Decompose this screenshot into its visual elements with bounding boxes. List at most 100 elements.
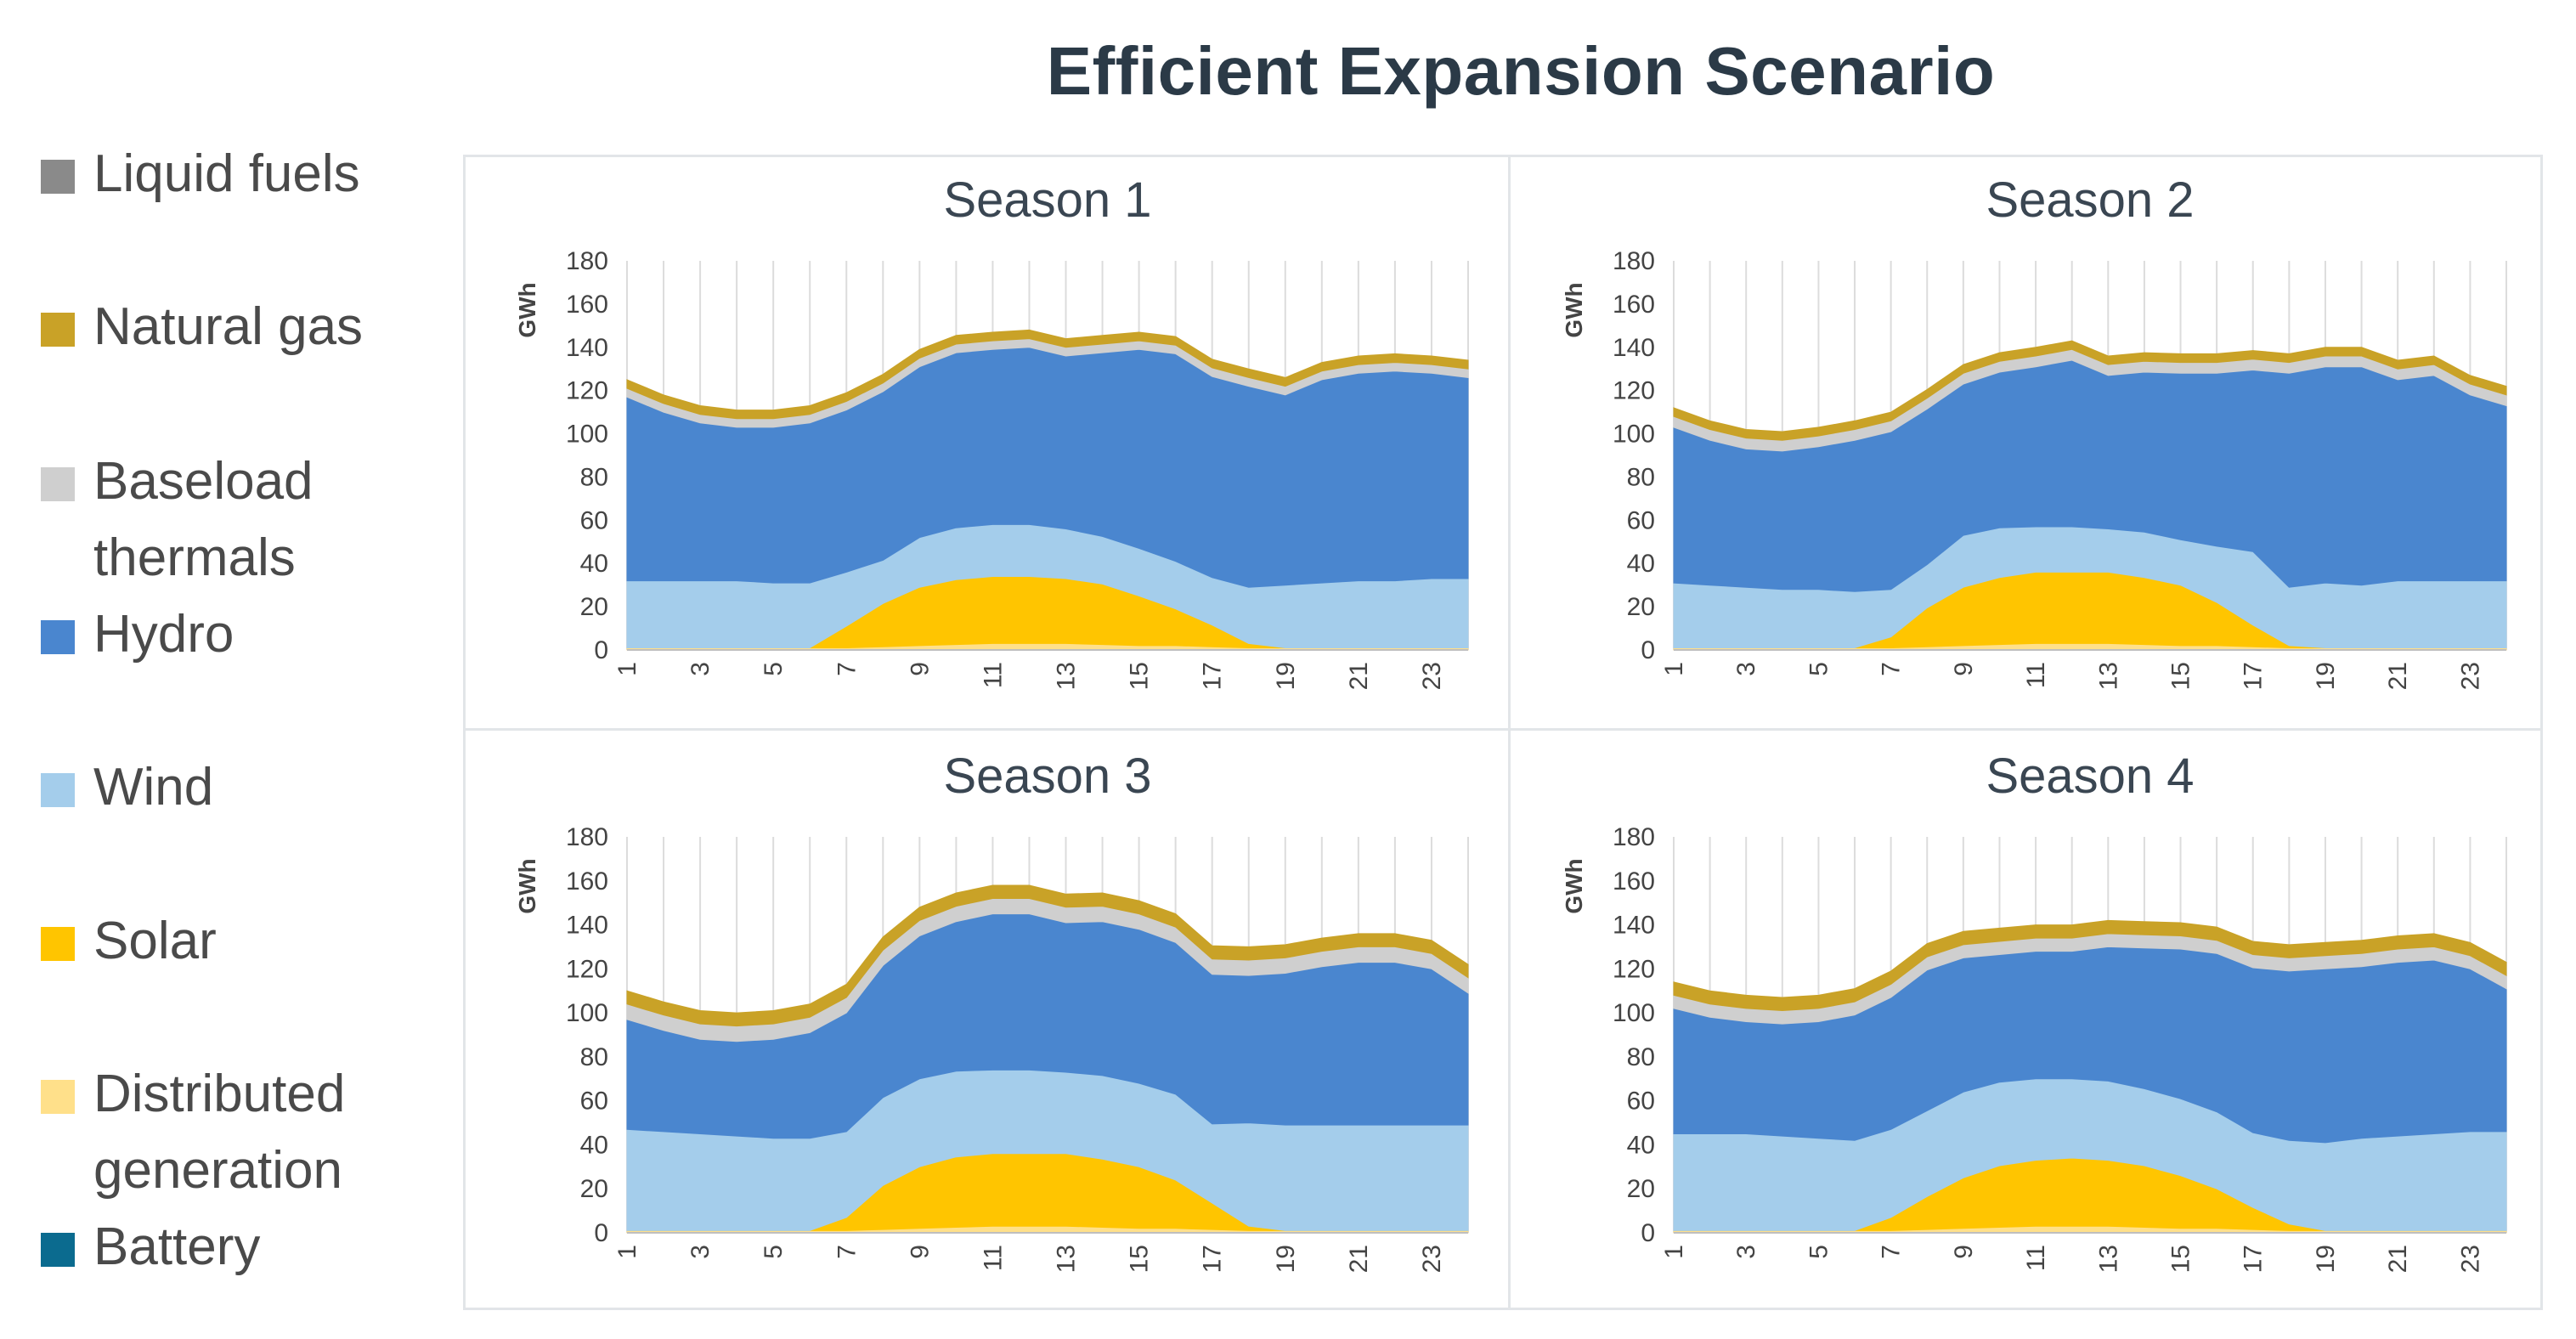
y-tick-label: 0 bbox=[594, 636, 608, 664]
legend-swatch-baseload-thermals bbox=[41, 467, 75, 501]
y-tick-label: 0 bbox=[1641, 1219, 1655, 1247]
x-tick-label: 23 bbox=[2456, 662, 2484, 690]
y-tick-label: 100 bbox=[1613, 421, 1655, 449]
x-tick-label: 21 bbox=[1345, 662, 1373, 690]
y-tick-label: 20 bbox=[1627, 593, 1655, 621]
grid-divider-vertical bbox=[1508, 157, 1511, 1308]
x-tick-label: 7 bbox=[1878, 662, 1906, 676]
chart-title: Season 4 bbox=[1986, 749, 2194, 804]
area-natural-gas bbox=[626, 884, 1469, 1027]
y-tick-label: 80 bbox=[580, 1043, 608, 1071]
chart-title: Season 1 bbox=[943, 172, 1151, 228]
y-axis-label: GWh bbox=[514, 282, 540, 337]
y-tick-label: 100 bbox=[1613, 999, 1655, 1027]
x-tick-label: 21 bbox=[2384, 1245, 2412, 1273]
x-tick-label: 17 bbox=[1199, 662, 1227, 690]
y-tick-label: 80 bbox=[1627, 1043, 1655, 1071]
y-tick-label: 140 bbox=[566, 334, 608, 362]
charts-grid: Season 1 GWh 0 20 40 60 80 100 120 140 160 180 1 3 5 7 9… bbox=[463, 155, 2543, 1310]
x-tick-label: 7 bbox=[1878, 1245, 1906, 1259]
x-tick-label: 7 bbox=[833, 662, 861, 676]
x-tick-label: 13 bbox=[1053, 662, 1081, 690]
x-tick-label: 3 bbox=[1732, 1245, 1760, 1259]
y-tick-label: 140 bbox=[1613, 334, 1655, 362]
grid-divider-horizontal bbox=[466, 728, 2540, 731]
x-tick-label: 5 bbox=[1805, 1245, 1833, 1259]
y-tick-label: 60 bbox=[1627, 1088, 1655, 1116]
chart-panel-season-4: Season 4 GWh 0 20 40 60 80 100 120 140 160 180 1 3 5 7 9… bbox=[1512, 733, 2549, 1301]
x-tick-label: 1 bbox=[1660, 1245, 1688, 1259]
x-tick-label: 9 bbox=[1950, 662, 1978, 676]
x-tick-label: 17 bbox=[2240, 1245, 2268, 1273]
y-tick-label: 180 bbox=[1613, 823, 1655, 851]
y-tick-label: 120 bbox=[1613, 955, 1655, 983]
x-tick-label: 13 bbox=[1053, 1245, 1081, 1273]
legend-label: Liquid fuels bbox=[93, 144, 360, 203]
x-tick-label: 9 bbox=[906, 1245, 934, 1259]
y-tick-label: 40 bbox=[1627, 1131, 1655, 1159]
legend-swatch-distributed-generation bbox=[41, 1080, 75, 1114]
x-tick-label: 15 bbox=[2167, 662, 2195, 690]
x-tick-label: 5 bbox=[760, 662, 788, 676]
x-tick-label: 9 bbox=[906, 662, 934, 676]
legend-label: Distributed generation bbox=[93, 1065, 346, 1200]
x-tick-label: 3 bbox=[1732, 662, 1760, 676]
y-tick-label: 120 bbox=[566, 955, 608, 983]
y-tick-label: 140 bbox=[566, 912, 608, 940]
y-tick-label: 160 bbox=[1613, 291, 1655, 319]
x-tick-label: 9 bbox=[1950, 1245, 1978, 1259]
legend-swatch-battery bbox=[41, 1233, 75, 1267]
y-tick-label: 160 bbox=[566, 867, 608, 895]
x-tick-label: 11 bbox=[979, 662, 1007, 688]
x-tick-label: 19 bbox=[2312, 1245, 2340, 1273]
y-tick-label: 140 bbox=[1613, 912, 1655, 940]
x-tick-label: 11 bbox=[2022, 662, 2050, 688]
legend-swatch-wind bbox=[41, 773, 75, 807]
area-natural-gas bbox=[626, 329, 1469, 420]
x-tick-label: 15 bbox=[2167, 1245, 2195, 1273]
y-tick-label: 100 bbox=[566, 421, 608, 449]
chart-panel-season-1: Season 1 GWh 0 20 40 60 80 100 120 140 160 180 1 3 5 7 9… bbox=[466, 157, 1502, 725]
x-tick-label: 21 bbox=[2384, 662, 2412, 690]
y-tick-label: 180 bbox=[566, 247, 608, 275]
legend-swatch-solar bbox=[41, 927, 75, 961]
x-tick-label: 15 bbox=[1126, 662, 1154, 690]
legend-swatch-natural-gas bbox=[41, 313, 75, 347]
chart-panel-season-3: Season 3 GWh 0 20 40 60 80 100 120 140 160 180 1 3 5 7 9… bbox=[466, 733, 1502, 1301]
x-tick-label: 19 bbox=[1272, 1245, 1300, 1273]
y-tick-label: 40 bbox=[580, 1131, 608, 1159]
x-tick-label: 19 bbox=[2312, 662, 2340, 690]
x-tick-label: 7 bbox=[833, 1245, 861, 1259]
y-tick-label: 60 bbox=[580, 506, 608, 534]
legend-label: Hydro bbox=[93, 605, 234, 664]
y-axis-label: GWh bbox=[1561, 858, 1587, 913]
legend-label: Natural gas bbox=[93, 297, 364, 356]
x-tick-label: 15 bbox=[1126, 1245, 1154, 1273]
y-axis-label: GWh bbox=[1561, 282, 1587, 337]
x-tick-label: 1 bbox=[1660, 662, 1688, 676]
legend-label: Wind bbox=[93, 758, 214, 816]
legend-label: Solar bbox=[93, 912, 217, 970]
y-tick-label: 0 bbox=[594, 1219, 608, 1247]
y-tick-label: 120 bbox=[1613, 377, 1655, 405]
x-tick-label: 1 bbox=[613, 662, 641, 676]
x-tick-label: 21 bbox=[1345, 1245, 1373, 1273]
x-tick-label: 11 bbox=[979, 1245, 1007, 1271]
chart-panel-season-2: Season 2 GWh 0 20 40 60 80 100 120 140 160 180 1 3 5 7 9… bbox=[1512, 157, 2549, 725]
y-tick-label: 160 bbox=[566, 291, 608, 319]
area-natural-gas bbox=[1673, 919, 2507, 1012]
x-tick-label: 17 bbox=[2240, 662, 2268, 690]
x-tick-label: 23 bbox=[1418, 662, 1446, 690]
x-tick-label: 1 bbox=[613, 1245, 641, 1259]
y-tick-label: 0 bbox=[1641, 636, 1655, 664]
y-tick-label: 40 bbox=[580, 550, 608, 578]
x-tick-label: 5 bbox=[1805, 662, 1833, 676]
chart-title: Season 2 bbox=[1986, 172, 2194, 228]
x-tick-label: 17 bbox=[1199, 1245, 1227, 1273]
y-tick-label: 180 bbox=[1613, 247, 1655, 275]
y-tick-label: 60 bbox=[580, 1088, 608, 1116]
